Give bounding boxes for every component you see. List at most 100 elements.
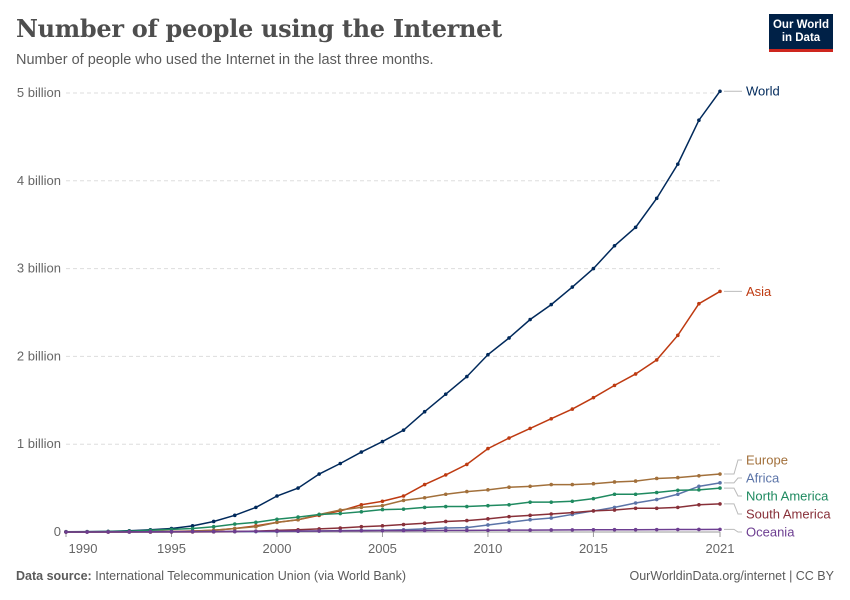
data-point	[338, 461, 343, 466]
data-point	[465, 525, 469, 530]
data-point	[486, 517, 490, 521]
data-point	[549, 416, 554, 421]
data-point	[169, 529, 174, 534]
source-text: International Telecommunication Union (v…	[95, 569, 407, 583]
data-point	[275, 517, 279, 522]
data-point	[612, 505, 617, 510]
label-connector	[724, 477, 742, 484]
data-point	[612, 527, 617, 532]
data-point	[528, 500, 532, 504]
data-point	[570, 510, 575, 515]
data-point	[486, 523, 490, 527]
data-point	[633, 479, 638, 483]
series-line-asia	[65, 290, 721, 533]
data-point	[359, 510, 364, 514]
data-point	[528, 426, 532, 431]
data-point	[296, 515, 300, 519]
data-point	[718, 289, 722, 294]
data-point	[507, 485, 511, 490]
logo-text: Our World in Data	[772, 19, 829, 44]
data-point	[338, 511, 343, 516]
data-point	[676, 488, 680, 493]
data-point	[296, 529, 300, 533]
data-point	[317, 529, 321, 533]
data-point	[443, 519, 448, 524]
data-point	[422, 528, 427, 533]
data-point	[549, 302, 554, 307]
data-point	[654, 358, 659, 362]
series-label: Africa	[746, 471, 780, 486]
data-point	[507, 336, 511, 340]
data-point	[633, 225, 638, 230]
data-point	[718, 502, 722, 506]
data-point	[422, 505, 427, 510]
data-point	[380, 439, 385, 444]
data-point	[232, 529, 237, 534]
data-point	[549, 500, 554, 504]
data-point	[211, 519, 216, 524]
x-tick-label: 2005	[368, 541, 397, 556]
data-point	[338, 508, 343, 512]
data-point	[465, 462, 469, 467]
data-point	[486, 446, 490, 451]
data-point	[211, 524, 216, 529]
data-point	[591, 266, 596, 271]
data-point	[486, 503, 490, 508]
data-point	[64, 530, 68, 534]
data-point	[275, 529, 279, 533]
data-point	[380, 524, 385, 528]
data-point	[338, 526, 343, 530]
data-point	[676, 505, 680, 510]
y-tick-label: 3 billion	[17, 261, 61, 276]
data-point	[148, 529, 153, 534]
data-point	[254, 505, 258, 510]
data-point	[486, 488, 490, 492]
data-point	[612, 243, 617, 248]
data-point	[380, 499, 385, 504]
data-point	[317, 512, 321, 517]
data-point	[676, 162, 680, 166]
data-point	[591, 528, 596, 532]
data-point	[718, 486, 722, 490]
data-point	[232, 513, 237, 518]
data-point	[359, 505, 364, 510]
data-point	[570, 528, 575, 532]
data-point	[507, 514, 511, 519]
data-point	[232, 522, 237, 526]
data-point	[190, 526, 195, 531]
x-tick-label: 1990	[69, 541, 98, 556]
owid-logo[interactable]: Our World in Data	[769, 14, 833, 52]
data-point	[486, 528, 490, 533]
data-point	[507, 520, 511, 525]
series-line-oceania	[65, 528, 721, 533]
chart-subtitle: Number of people who used the Internet i…	[16, 52, 434, 68]
data-point	[528, 484, 532, 489]
data-point	[401, 494, 406, 498]
data-point	[380, 503, 385, 508]
data-point	[254, 524, 258, 529]
footer-url[interactable]: OurWorldinData.org/internet | CC BY	[629, 569, 835, 583]
data-point	[507, 528, 511, 532]
series-label: South America	[746, 507, 831, 522]
data-point	[697, 301, 701, 306]
y-tick-label: 1 billion	[17, 436, 61, 451]
x-tick-label: 1995	[157, 541, 186, 556]
data-point	[507, 502, 511, 507]
data-point	[549, 528, 554, 532]
data-point	[697, 488, 701, 492]
data-point	[528, 513, 532, 518]
data-point	[654, 196, 659, 201]
series-label: Oceania	[746, 525, 795, 540]
data-point	[359, 450, 364, 454]
data-point	[654, 497, 659, 502]
data-point	[359, 528, 364, 533]
data-point	[296, 486, 300, 490]
data-point	[633, 501, 638, 505]
data-point	[380, 507, 385, 512]
series-line-south-america	[66, 503, 721, 533]
data-point	[380, 528, 385, 533]
data-point	[676, 492, 680, 497]
label-connector	[724, 459, 742, 475]
